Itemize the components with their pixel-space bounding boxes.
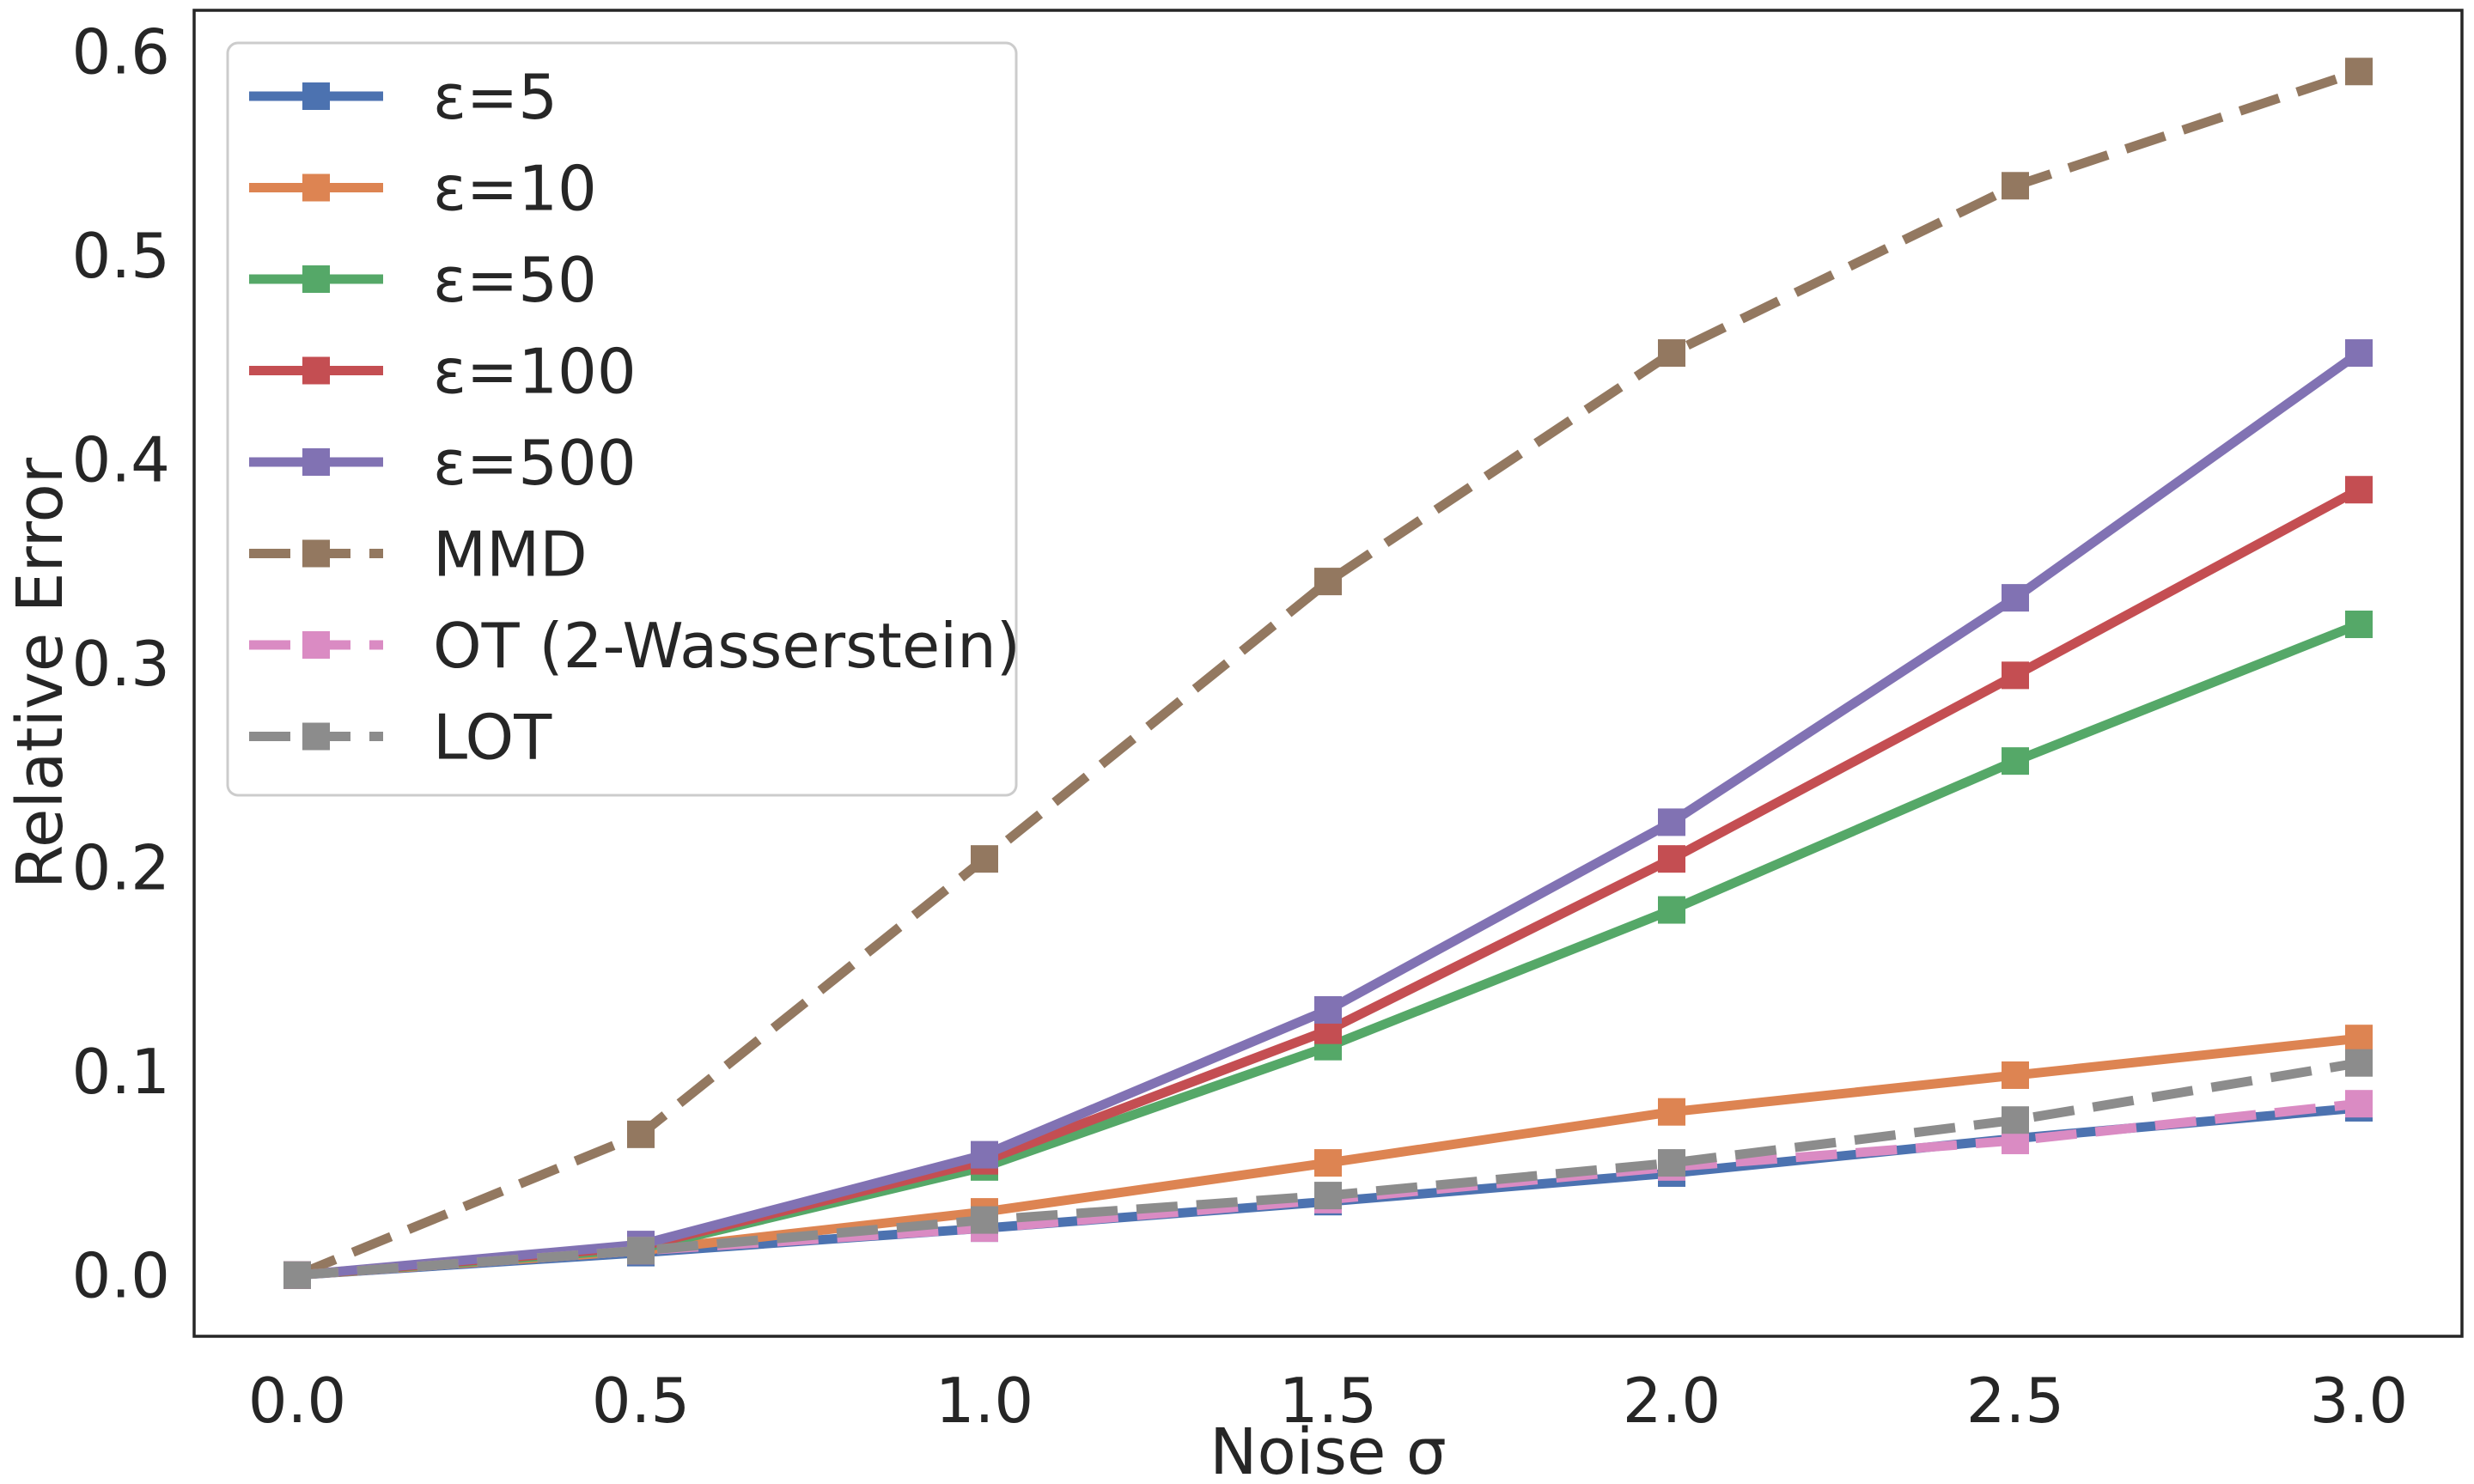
x-axis-title: Noise σ xyxy=(1210,1415,1447,1484)
series-4-epsilon-100-point xyxy=(2002,661,2029,690)
x-tick-label: 1.0 xyxy=(935,1365,1034,1437)
plot-frame xyxy=(192,9,2464,1338)
series-6-mmd-point xyxy=(2345,58,2373,86)
legend-label: MMD xyxy=(433,519,588,591)
series-2-epsilon-10-point xyxy=(2345,1025,2373,1053)
series-6-mmd-point xyxy=(1658,339,1685,368)
y-axis: 0.0 0.1 0.2 0.3 0.4 0.5 0.6 xyxy=(71,16,170,1312)
series-4-epsilon-100-point xyxy=(1658,845,1685,873)
series-8-lot-point xyxy=(283,1261,311,1289)
series-3-epsilon-50-point xyxy=(2345,610,2373,638)
legend-marker-ot-2-wasserstein xyxy=(302,631,330,659)
legend: ε=5 ε=10 ε=50 ε=100 ε=500 MMD OT (2-Wasserstei… xyxy=(226,41,1021,797)
series-2-epsilon-10-point xyxy=(1658,1098,1685,1126)
series-8-lot-point xyxy=(2345,1049,2373,1077)
legend-label: ε=10 xyxy=(433,153,597,225)
legend-item: LOT xyxy=(249,702,552,774)
x-tick-label: 3.0 xyxy=(2310,1365,2409,1437)
x-tick-label: 2.0 xyxy=(1623,1365,1721,1437)
series-3-epsilon-50-point xyxy=(1658,896,1685,924)
x-tick-label: 0.0 xyxy=(248,1365,347,1437)
legend-item: ε=50 xyxy=(249,244,597,316)
legend-item: ε=500 xyxy=(249,427,637,499)
y-tick-label: 0.5 xyxy=(71,220,170,292)
x-tick-label: 2.5 xyxy=(1966,1365,2065,1437)
y-tick-label: 0.3 xyxy=(71,628,170,700)
series-markers xyxy=(283,58,2373,1289)
series-8-lot-point xyxy=(971,1206,998,1234)
x-tick-label: 0.5 xyxy=(592,1365,691,1437)
legend-box xyxy=(226,41,1018,797)
legend-marker-epsilon-100 xyxy=(302,356,330,385)
series-2-epsilon-10-point xyxy=(2002,1061,2029,1089)
legend-marker-epsilon-500 xyxy=(302,448,330,476)
legend-item: ε=10 xyxy=(249,153,597,225)
legend-item: ε=5 xyxy=(249,61,558,133)
legend-item: ε=100 xyxy=(249,336,637,408)
series-4-epsilon-100-point xyxy=(2345,476,2373,504)
legend-item: MMD xyxy=(249,519,588,591)
series-5-epsilon-500-point xyxy=(971,1140,998,1169)
series-8-lot-point xyxy=(1314,1182,1342,1210)
series-6-mmd-point xyxy=(1314,568,1342,596)
series-5-epsilon-500-point xyxy=(1658,808,1685,836)
legend-label: ε=50 xyxy=(433,244,597,316)
series-2-epsilon-10-point xyxy=(1314,1149,1342,1177)
series-6-mmd-point xyxy=(627,1120,655,1148)
y-axis-title: Relative Error xyxy=(3,457,77,889)
x-tick-label: 1.5 xyxy=(1279,1365,1378,1437)
y-tick-label: 0.4 xyxy=(71,424,170,496)
series-5-epsilon-500-point xyxy=(2345,339,2373,368)
series-3-epsilon-50-point xyxy=(2002,747,2029,775)
legend-label: LOT xyxy=(433,702,552,774)
legend-marker-lot xyxy=(302,722,330,751)
y-tick-label: 0.1 xyxy=(71,1036,170,1108)
series-6-mmd-point xyxy=(2002,172,2029,200)
legend-label: ε=5 xyxy=(433,61,558,133)
legend-marker-epsilon-50 xyxy=(302,265,330,293)
legend-item: OT (2-Wasserstein) xyxy=(249,610,1021,682)
y-tick-label: 0.2 xyxy=(71,832,170,904)
y-tick-label: 0.6 xyxy=(71,16,170,88)
legend-label: OT (2-Wasserstein) xyxy=(433,610,1021,682)
legend-marker-epsilon-5 xyxy=(302,82,330,110)
legend-marker-epsilon-10 xyxy=(302,173,330,202)
legend-label: ε=500 xyxy=(433,427,637,499)
series-5-epsilon-500-point xyxy=(1314,995,1342,1024)
legend-marker-mmd xyxy=(302,539,330,568)
series-7-ot-2-wasserstein-point xyxy=(2345,1090,2373,1118)
series-8-lot-point xyxy=(1658,1149,1685,1177)
series-8-lot-point xyxy=(627,1237,655,1265)
series-8-lot-point xyxy=(2002,1106,2029,1134)
series-5-epsilon-500-point xyxy=(2002,584,2029,612)
series-6-mmd-point xyxy=(971,845,998,873)
legend-label: ε=100 xyxy=(433,336,637,408)
x-axis: 0.0 0.5 1.0 1.5 2.0 2.5 3.0 xyxy=(248,1365,2409,1437)
y-tick-label: 0.0 xyxy=(71,1240,170,1312)
